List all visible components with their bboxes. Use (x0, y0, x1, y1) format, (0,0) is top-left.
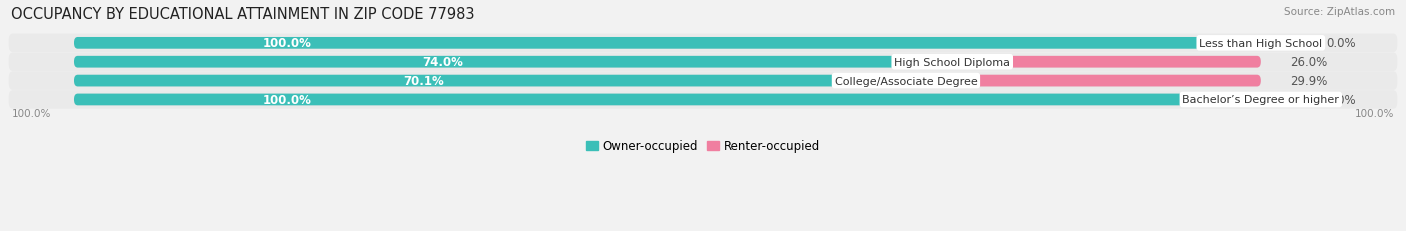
Text: 74.0%: 74.0% (422, 56, 464, 69)
Text: College/Associate Degree: College/Associate Degree (835, 76, 977, 86)
FancyBboxPatch shape (75, 75, 905, 87)
Text: 29.9%: 29.9% (1291, 75, 1327, 88)
Text: 100.0%: 100.0% (1354, 108, 1393, 118)
FancyBboxPatch shape (75, 75, 1261, 87)
FancyBboxPatch shape (75, 94, 1261, 106)
FancyBboxPatch shape (75, 57, 952, 68)
Text: High School Diploma: High School Diploma (894, 58, 1011, 67)
Text: 100.0%: 100.0% (13, 108, 52, 118)
FancyBboxPatch shape (75, 94, 1261, 106)
Legend: Owner-occupied, Renter-occupied: Owner-occupied, Renter-occupied (586, 140, 820, 153)
Text: Source: ZipAtlas.com: Source: ZipAtlas.com (1284, 7, 1395, 17)
FancyBboxPatch shape (75, 57, 1261, 68)
Text: Less than High School: Less than High School (1199, 39, 1323, 49)
FancyBboxPatch shape (8, 53, 1398, 72)
Text: 0.0%: 0.0% (1326, 94, 1355, 106)
FancyBboxPatch shape (8, 34, 1398, 53)
FancyBboxPatch shape (75, 38, 1261, 49)
Text: 100.0%: 100.0% (263, 37, 312, 50)
Text: 26.0%: 26.0% (1291, 56, 1327, 69)
FancyBboxPatch shape (75, 38, 1261, 49)
Text: 70.1%: 70.1% (404, 75, 444, 88)
Text: 100.0%: 100.0% (263, 94, 312, 106)
Text: Bachelor’s Degree or higher: Bachelor’s Degree or higher (1182, 95, 1340, 105)
Text: OCCUPANCY BY EDUCATIONAL ATTAINMENT IN ZIP CODE 77983: OCCUPANCY BY EDUCATIONAL ATTAINMENT IN Z… (11, 7, 475, 22)
FancyBboxPatch shape (952, 57, 1261, 68)
FancyBboxPatch shape (905, 75, 1261, 87)
FancyBboxPatch shape (8, 72, 1398, 91)
FancyBboxPatch shape (8, 91, 1398, 109)
Text: 0.0%: 0.0% (1326, 37, 1355, 50)
